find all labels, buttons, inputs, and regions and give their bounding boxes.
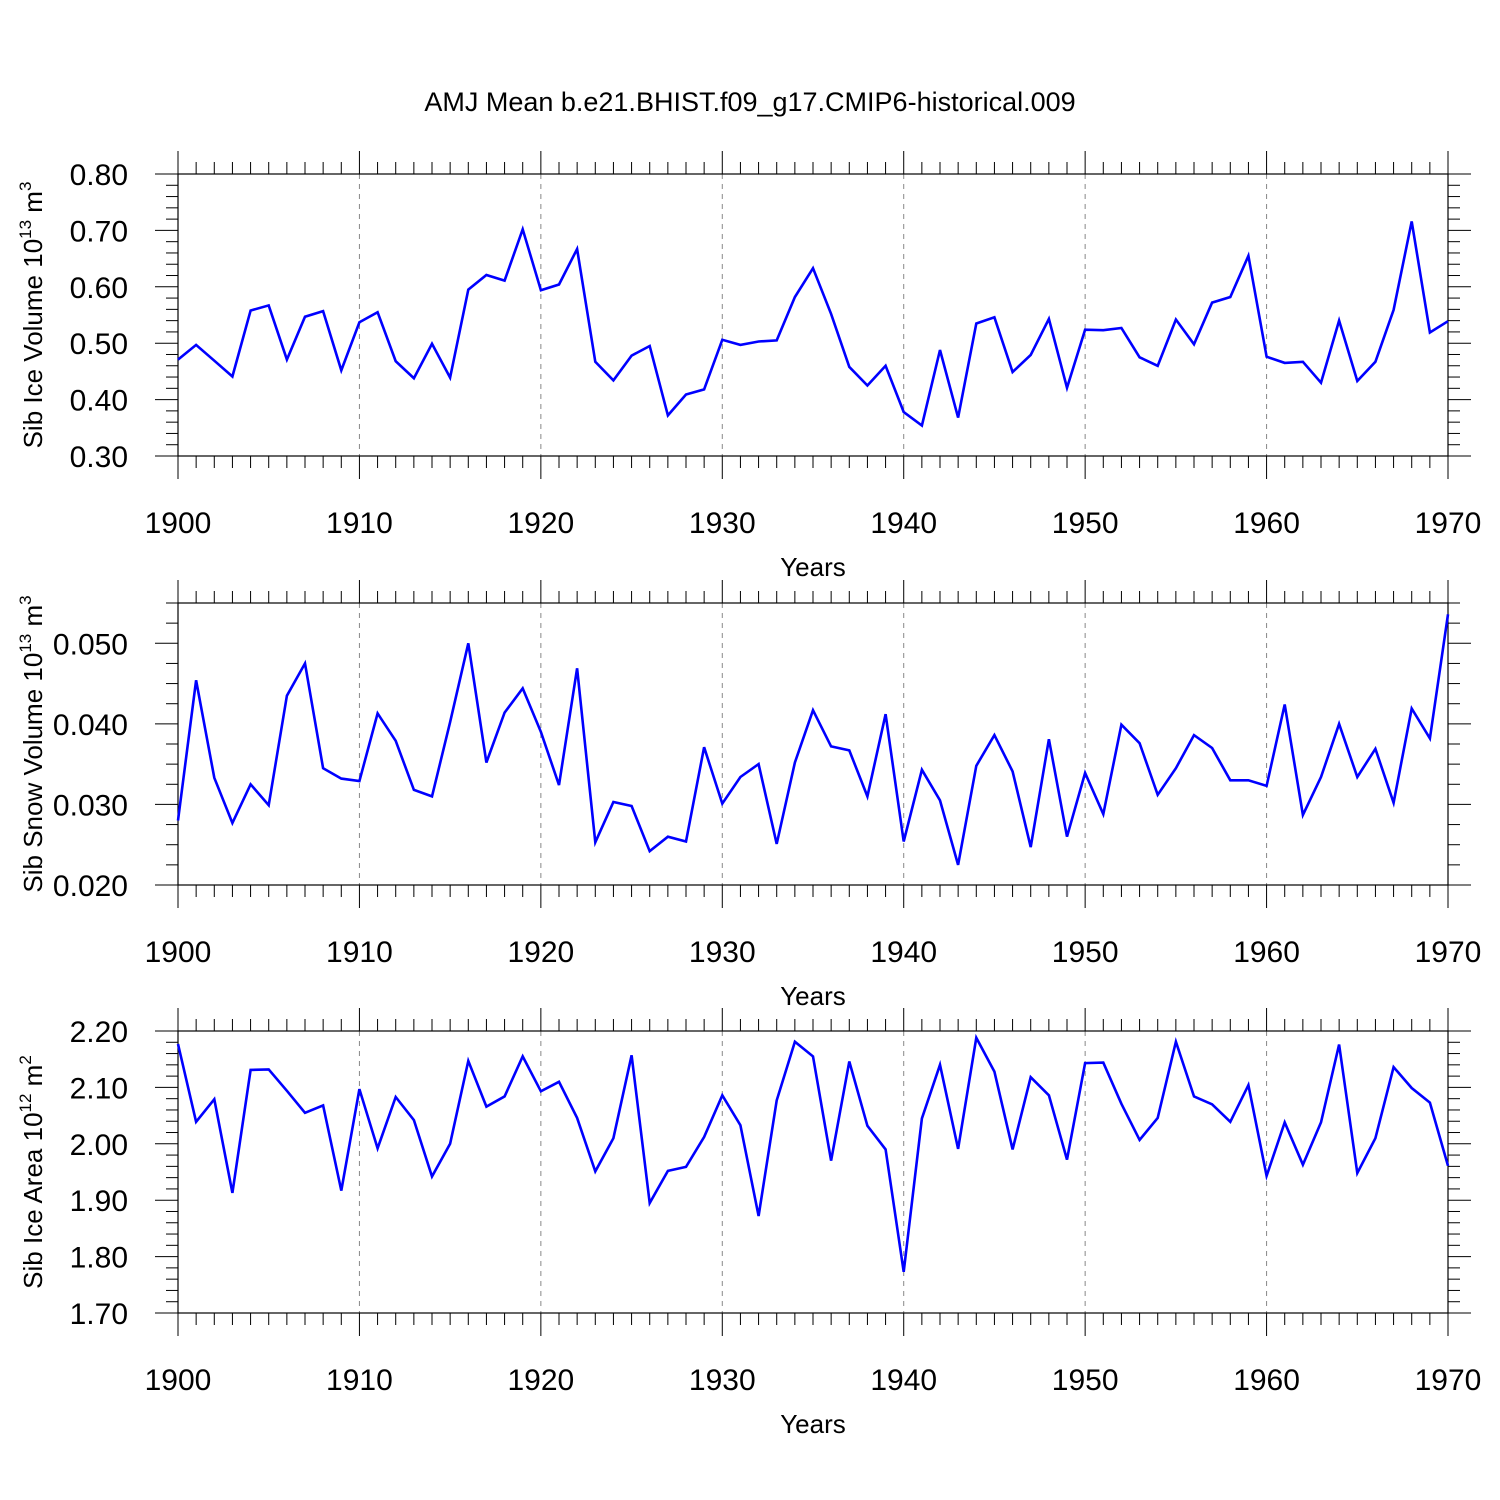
x-tick-label: 1920 — [507, 936, 574, 969]
x-tick-label: 1960 — [1233, 936, 1300, 969]
x-tick-label: 1910 — [326, 936, 393, 969]
x-tick-label: 1930 — [689, 507, 756, 540]
x-tick-label: 1950 — [1052, 1364, 1119, 1397]
y-axis-label: Sib Ice Area 1012 m2 — [16, 1055, 48, 1289]
y-tick-label: 0.30 — [70, 441, 128, 474]
x-axis-label: Years — [780, 1409, 846, 1439]
x-tick-label: 1900 — [145, 1364, 212, 1397]
y-tick-label: 0.020 — [53, 870, 128, 903]
y-tick-label: 2.00 — [70, 1129, 128, 1162]
y-tick-label: 0.80 — [70, 159, 128, 192]
y-tick-label: 1.80 — [70, 1242, 128, 1275]
x-tick-label: 1950 — [1052, 507, 1119, 540]
y-tick-label: 0.50 — [70, 328, 128, 361]
x-tick-label: 1970 — [1415, 936, 1482, 969]
x-tick-label: 1960 — [1233, 507, 1300, 540]
series-line — [176, 1033, 1450, 1272]
plot-frame — [177, 1030, 1449, 1314]
y-tick-label: 0.70 — [70, 215, 128, 248]
x-tick-label: 1910 — [326, 1364, 393, 1397]
x-tick-label: 1930 — [689, 936, 756, 969]
panel-1: 1900 1910 1920 1930 1940 1950 1960 1970 0.30 0.40… — [16, 151, 1481, 582]
x-tick-label: 1940 — [870, 1364, 937, 1397]
x-tick-label: 1950 — [1052, 936, 1119, 969]
x-tick-label: 1920 — [507, 507, 574, 540]
y-tick-label: 0.030 — [53, 789, 128, 822]
x-axis-label: Years — [780, 981, 846, 1011]
x-tick-label: 1900 — [145, 936, 212, 969]
y-tick-label: 0.60 — [70, 272, 128, 305]
x-tick-label: 1940 — [870, 507, 937, 540]
x-tick-label: 1930 — [689, 1364, 756, 1397]
x-tick-label: 1940 — [870, 936, 937, 969]
x-tick-label: 1910 — [326, 507, 393, 540]
series-line — [176, 614, 1450, 866]
y-tick-label: 0.050 — [53, 628, 128, 661]
panel-3: 1900 1910 1920 1930 1940 1950 1960 1970 1.70 1.80… — [16, 1008, 1481, 1439]
chart-title: AMJ Mean b.e21.BHIST.f09_g17.CMIP6-histo… — [424, 87, 1075, 117]
panel-2: 1900 1910 1920 1930 1940 1950 1960 1970 0.020 0.0… — [16, 580, 1481, 1011]
x-tick-label: 1920 — [507, 1364, 574, 1397]
y-tick-label: 2.10 — [70, 1072, 128, 1105]
x-axis-label: Years — [780, 552, 846, 582]
y-tick-label: 1.70 — [70, 1298, 128, 1331]
y-axis-label: Sib Snow Volume 1013 m3 — [16, 595, 48, 892]
y-tick-label: 2.20 — [70, 1016, 128, 1049]
y-tick-label: 0.40 — [70, 385, 128, 418]
y-tick-label: 1.90 — [70, 1185, 128, 1218]
x-tick-label: 1960 — [1233, 1364, 1300, 1397]
y-axis-label: Sib Ice Volume 1013 m3 — [16, 182, 48, 449]
x-tick-label: 1900 — [145, 507, 212, 540]
x-tick-label: 1970 — [1415, 1364, 1482, 1397]
series-line — [177, 221, 1449, 428]
y-tick-label: 0.040 — [53, 709, 128, 742]
x-tick-label: 1970 — [1415, 507, 1482, 540]
plot-frame — [177, 173, 1449, 457]
